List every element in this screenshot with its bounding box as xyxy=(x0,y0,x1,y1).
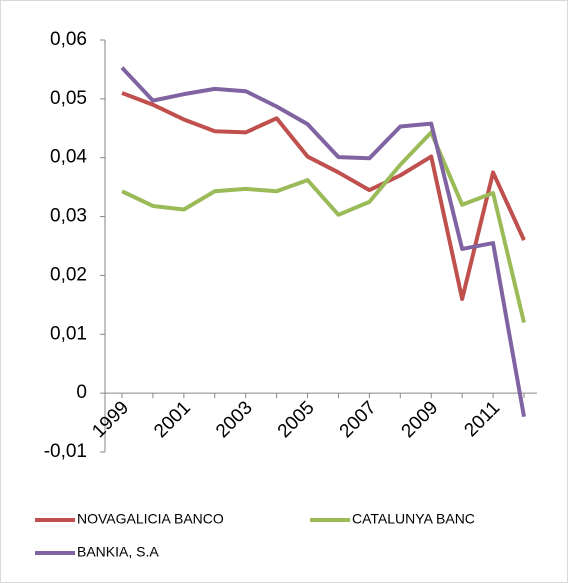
legend-label: CATALUNYA BANC xyxy=(352,511,475,527)
legend-label: BANKIA, S.A xyxy=(77,544,159,560)
y-tick-label: 0 xyxy=(76,382,87,403)
series-line xyxy=(120,66,526,418)
y-tick-label: 0,04 xyxy=(50,147,87,168)
y-tick-label: 0,06 xyxy=(50,29,87,50)
y-tick-label: -0,01 xyxy=(44,441,87,462)
series-line xyxy=(121,91,526,301)
series-line xyxy=(121,130,526,323)
y-tick-label: 0,02 xyxy=(50,264,87,285)
legend-label: NOVAGALICIA BANCO xyxy=(77,511,224,527)
y-tick-label: 0,01 xyxy=(50,323,87,344)
y-tick-label: 0,05 xyxy=(50,88,87,109)
y-tick-label: 0,03 xyxy=(50,206,87,227)
